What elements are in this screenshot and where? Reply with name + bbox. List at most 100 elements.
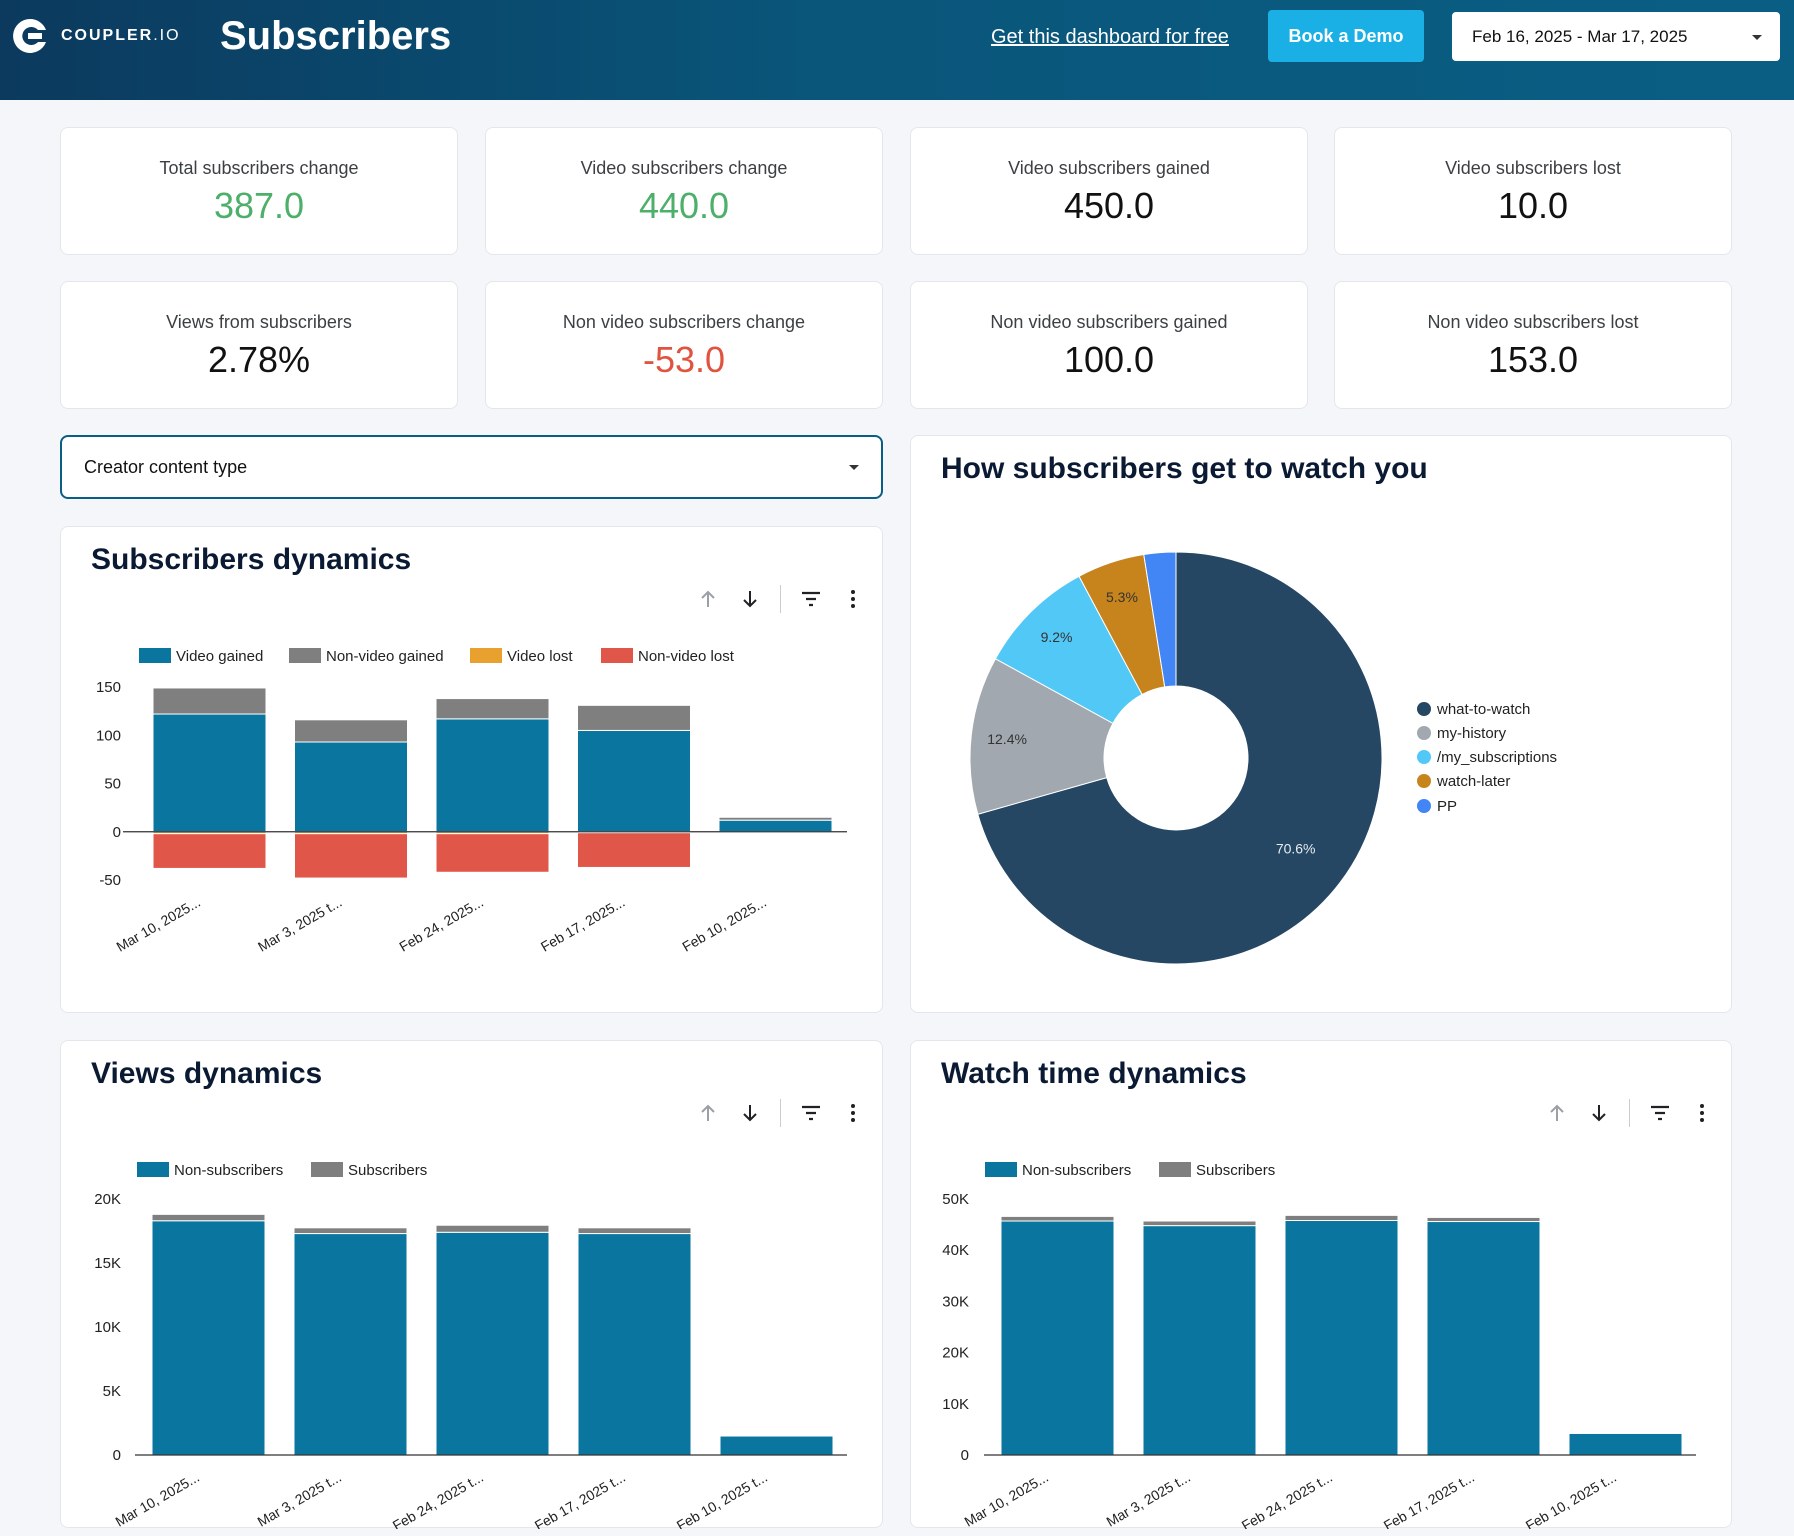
kpi-non-video-subscribers-gained: Non video subscribers gained 100.0	[910, 281, 1308, 409]
filter-icon[interactable]	[799, 1101, 823, 1125]
chart-legend: Non-subscribers Subscribers	[137, 1162, 427, 1179]
bar-subscribers[interactable]	[151, 1213, 266, 1222]
date-range-select[interactable]: Feb 16, 2025 - Mar 17, 2025	[1450, 10, 1782, 63]
pie-slice-my-history[interactable]	[969, 658, 1114, 815]
pie-legend: what-to-watch my-history /my_subscriptio…	[1417, 701, 1557, 815]
bar-video-gained[interactable]	[152, 713, 267, 833]
kpi-value: 10.0	[1497, 185, 1569, 226]
pie-data-label: 12.4%	[987, 731, 1027, 747]
bar-subscribers[interactable]	[577, 1227, 692, 1235]
y-tick-label: 150	[96, 679, 121, 696]
kpi-label: Non video subscribers gained	[990, 312, 1228, 332]
bar-non-subscribers[interactable]	[1000, 1220, 1115, 1456]
subscribers-dynamics-chart: Video gained Non-video gained Video lost…	[96, 648, 847, 955]
legend-dot-my-history	[1417, 726, 1431, 740]
views-dynamics-chart: Non-subscribers Subscribers 20K 15K 10K 5K 0…	[94, 1162, 847, 1529]
bar-non-subscribers[interactable]	[435, 1231, 550, 1456]
bar-non-video-gained[interactable]	[152, 687, 267, 715]
bar-non-subscribers[interactable]	[577, 1233, 692, 1456]
bar-non-video-lost[interactable]	[152, 833, 267, 869]
legend-label-video-gained: Video gained	[176, 648, 263, 665]
watch-time-dynamics-panel: Watch time dynamics Non-subscribers Subs…	[910, 1040, 1732, 1529]
bar-subscribers[interactable]	[719, 1434, 834, 1437]
kpi-label: Video subscribers lost	[1445, 158, 1621, 178]
kpi-value: 153.0	[1487, 339, 1579, 380]
legend-label-pp: PP	[1437, 798, 1457, 815]
sort-descending-icon[interactable]	[738, 587, 762, 611]
legend-swatch-non-subscribers	[985, 1162, 1017, 1177]
pie-slice-what-to-watch[interactable]	[977, 551, 1383, 965]
get-dashboard-link[interactable]: Get this dashboard for free	[991, 26, 1229, 48]
panel-title: How subscribers get to watch you	[941, 452, 1428, 485]
caret-down-icon	[1752, 35, 1762, 40]
bar-non-video-gained[interactable]	[577, 704, 691, 731]
sort-descending-icon[interactable]	[738, 1101, 762, 1125]
filter-icon[interactable]	[1648, 1101, 1672, 1125]
toolbar-divider	[780, 585, 781, 613]
bar-video-gained[interactable]	[294, 741, 408, 833]
coupler-logo[interactable]: COUPLER.IO	[10, 16, 181, 56]
chart-toolbar	[696, 1099, 865, 1127]
bar-non-video-lost[interactable]	[577, 832, 691, 868]
legend-label-non-video-lost: Non-video lost	[638, 648, 735, 665]
filter-icon[interactable]	[799, 587, 823, 611]
bar-video-gained[interactable]	[718, 819, 833, 833]
bar-subscribers[interactable]	[1426, 1216, 1541, 1223]
chart-legend: Non-subscribers Subscribers	[985, 1162, 1275, 1179]
y-tick-label: 0	[113, 824, 121, 841]
bar-subscribers[interactable]	[293, 1227, 408, 1235]
x-tick-label: Mar 10, 2025...	[112, 1469, 202, 1529]
bar-non-subscribers[interactable]	[151, 1220, 266, 1456]
bar-non-video-lost[interactable]	[294, 833, 408, 879]
x-tick-label: Feb 10, 2025...	[679, 894, 769, 955]
pie-data-label: 5.3%	[1106, 589, 1138, 605]
sort-descending-icon[interactable]	[1587, 1101, 1611, 1125]
more-options-icon[interactable]	[841, 587, 865, 611]
caret-down-icon	[849, 465, 859, 470]
more-options-icon[interactable]	[1690, 1101, 1714, 1125]
legend-dot-what-to-watch	[1417, 702, 1431, 716]
x-tick-label: Feb 24, 2025 t...	[1239, 1469, 1335, 1529]
legend-label-my-history: my-history	[1437, 725, 1507, 742]
more-options-icon[interactable]	[841, 1101, 865, 1125]
bar-non-video-lost[interactable]	[435, 833, 550, 873]
bar-non-video-gained[interactable]	[294, 719, 408, 743]
bar-non-video-gained[interactable]	[718, 816, 833, 821]
x-tick-label: Feb 17, 2025 t...	[532, 1469, 628, 1529]
bar-video-gained[interactable]	[577, 729, 691, 833]
kpi-value: -53.0	[642, 339, 726, 380]
chart-toolbar	[1545, 1099, 1714, 1127]
bar-non-subscribers[interactable]	[1426, 1221, 1541, 1456]
x-tick-label: Feb 10, 2025 t...	[674, 1469, 770, 1529]
kpi-video-subscribers-lost: Video subscribers lost 10.0	[1334, 127, 1732, 255]
x-tick-label: Mar 3, 2025 t...	[254, 1469, 344, 1529]
chart-toolbar	[696, 585, 865, 613]
bar-subscribers[interactable]	[1568, 1431, 1683, 1434]
y-tick-label: 10K	[94, 1319, 121, 1336]
sort-ascending-icon[interactable]	[696, 1101, 720, 1125]
kpi-views-from-subscribers: Views from subscribers 2.78%	[60, 281, 458, 409]
legend-swatch-non-video-gained	[289, 648, 321, 663]
x-tick-label: Feb 10, 2025 t...	[1523, 1469, 1619, 1529]
bar-non-subscribers[interactable]	[1284, 1220, 1399, 1456]
sort-ascending-icon[interactable]	[1545, 1101, 1569, 1125]
book-demo-button[interactable]: Book a Demo	[1268, 10, 1424, 62]
pie-slice-pp[interactable]	[1143, 551, 1177, 688]
bar-video-gained[interactable]	[435, 718, 550, 833]
bar-subscribers[interactable]	[1000, 1215, 1115, 1222]
bar-non-subscribers[interactable]	[293, 1233, 408, 1456]
bar-subscribers[interactable]	[1284, 1214, 1399, 1222]
plot-area: 20K 15K 10K 5K 0 Mar 10, 2025... Mar 3, 2025 t…	[94, 1191, 847, 1529]
bar-non-subscribers[interactable]	[1568, 1432, 1683, 1456]
x-tick-label: Mar 10, 2025...	[113, 894, 203, 955]
bar-subscribers[interactable]	[435, 1224, 550, 1233]
legend-label-my-subscriptions: /my_subscriptions	[1437, 749, 1557, 766]
bar-non-video-gained[interactable]	[435, 698, 550, 720]
bar-non-subscribers[interactable]	[719, 1435, 834, 1456]
creator-content-type-filter[interactable]: Creator content type	[60, 435, 883, 499]
sort-ascending-icon[interactable]	[696, 587, 720, 611]
legend-label-non-subscribers: Non-subscribers	[174, 1162, 283, 1179]
bar-subscribers[interactable]	[1142, 1220, 1257, 1227]
legend-dot-watch-later	[1417, 774, 1431, 788]
bar-non-subscribers[interactable]	[1142, 1225, 1257, 1456]
